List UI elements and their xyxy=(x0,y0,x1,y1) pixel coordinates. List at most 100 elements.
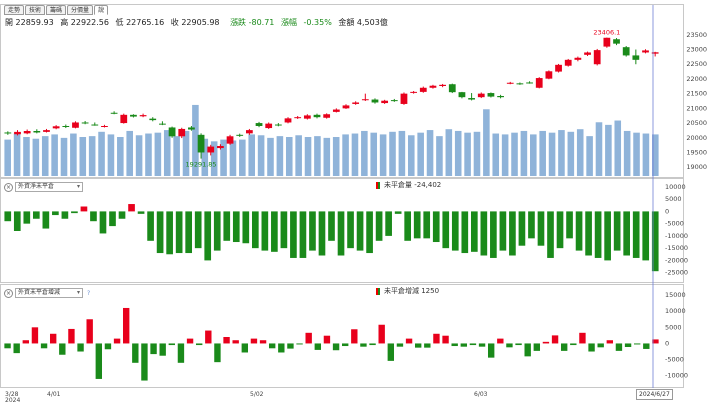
candle-body xyxy=(651,52,659,54)
oi-bar xyxy=(80,206,88,212)
oi-change-bar xyxy=(469,343,477,346)
close-icon[interactable]: × xyxy=(4,288,13,298)
candle-body xyxy=(555,64,562,72)
oi-change-bar xyxy=(579,332,586,344)
oi-bar xyxy=(328,211,335,241)
volume-bar xyxy=(182,130,190,176)
oi-change-bar xyxy=(515,343,522,346)
oi-change-bar xyxy=(305,332,312,344)
oi-change-bar xyxy=(195,343,203,346)
volume-bar xyxy=(370,132,378,176)
candle-body xyxy=(371,99,379,103)
oi-bar xyxy=(470,211,478,252)
oi-change-bar xyxy=(442,335,449,344)
candle-body xyxy=(226,136,234,144)
oi-bar xyxy=(175,211,183,254)
tab-notes[interactable]: 說 xyxy=(94,5,109,15)
close-value: 收 22905.98 xyxy=(170,18,220,27)
oi-bar xyxy=(118,211,126,219)
legend-open-interest: 未平倉量 -24,402 xyxy=(376,180,441,190)
tab-technical[interactable]: 技術 xyxy=(25,5,46,15)
oi-bar xyxy=(537,211,545,246)
candle-body xyxy=(468,98,475,100)
candle-body xyxy=(535,78,543,88)
close-icon[interactable]: × xyxy=(4,182,13,192)
candle-body xyxy=(91,124,99,126)
y-tick-price: 22000 xyxy=(686,75,707,83)
chart-tabs: 走勢 技術 籌碼 分價量 說 xyxy=(4,5,109,15)
oi-bar xyxy=(594,211,602,258)
y-tick-price: 19500 xyxy=(686,148,707,156)
oi-bar xyxy=(490,211,497,258)
candle-body xyxy=(593,50,601,65)
oi-change-bar xyxy=(451,343,458,347)
oi-change-bar xyxy=(405,338,413,344)
volume-bar xyxy=(351,133,359,176)
oi-change-bar xyxy=(22,340,30,344)
candle-body xyxy=(139,115,147,117)
volume-bar xyxy=(501,134,509,176)
volume-bar xyxy=(201,138,209,176)
candle-body xyxy=(303,115,311,119)
oi-bar xyxy=(232,211,240,243)
volume-bar xyxy=(304,137,312,176)
oi-bar xyxy=(147,211,154,241)
volume-bar xyxy=(539,130,546,176)
volume-bar xyxy=(173,136,180,176)
oi-change-bar xyxy=(570,343,577,346)
x-label-6-03: 6/03 xyxy=(474,391,488,398)
high-value: 高 22922.56 xyxy=(60,18,109,27)
candle-body xyxy=(448,84,456,93)
volume-bar xyxy=(239,139,246,176)
volume-bar xyxy=(295,135,302,176)
candle-body xyxy=(390,100,398,102)
y-tick-price: 21500 xyxy=(686,90,707,98)
candle-body xyxy=(458,92,466,98)
candle-body xyxy=(400,93,408,104)
candle-body xyxy=(81,122,89,124)
volume-bar xyxy=(511,132,518,176)
volume-bar xyxy=(32,138,40,176)
tab-trend[interactable]: 走勢 xyxy=(4,5,25,15)
x-label-year: 2024 xyxy=(5,397,21,404)
oi-change-bar xyxy=(59,343,66,355)
oi-bar xyxy=(242,211,250,244)
oi-bar xyxy=(385,211,392,236)
candle-body xyxy=(632,55,640,60)
oi-bar xyxy=(309,211,316,251)
candle-body xyxy=(487,93,495,97)
oi-bar xyxy=(451,211,459,251)
volume-bar xyxy=(79,137,87,176)
volume-bar xyxy=(586,136,593,176)
oi-change-bar xyxy=(542,341,550,344)
oi-change-bar xyxy=(533,343,541,351)
oi-change-bar xyxy=(31,327,39,344)
crosshair-date: 2024/6/27 xyxy=(636,389,673,400)
low-annotation: 19291.85 xyxy=(186,161,217,169)
candle-body xyxy=(188,127,195,130)
oi-bar xyxy=(99,211,107,234)
indicator-dropdown-2[interactable]: 外資未平倉增減 xyxy=(15,288,83,298)
y-tick-oi: -25000 xyxy=(665,269,688,277)
oi-change-bar xyxy=(68,328,75,344)
oi-change-bar xyxy=(104,343,112,350)
tab-chips[interactable]: 籌碼 xyxy=(46,5,67,15)
candle-body xyxy=(294,117,302,119)
oi-change-bar xyxy=(652,339,659,344)
indicator-dropdown-1[interactable]: 外資淨未平倉 xyxy=(15,182,83,192)
volume-bar xyxy=(398,130,406,176)
volume-bar xyxy=(257,135,265,176)
y-tick-price: 21000 xyxy=(686,104,707,112)
help-icon[interactable]: ? xyxy=(87,289,91,297)
oi-bar xyxy=(413,211,421,239)
y-tick-oi-change: 5000 xyxy=(665,323,682,331)
y-tick-oi: 5000 xyxy=(665,195,682,203)
volume-bar xyxy=(417,132,424,176)
candle-body xyxy=(284,118,292,123)
oi-change-bar xyxy=(4,343,11,349)
oi-change-bar xyxy=(360,343,367,347)
tab-volume-by-price[interactable]: 分價量 xyxy=(67,5,94,15)
y-tick-oi: 10000 xyxy=(665,183,686,191)
oi-change-bar xyxy=(460,343,468,347)
oi-change-bar xyxy=(332,343,340,351)
